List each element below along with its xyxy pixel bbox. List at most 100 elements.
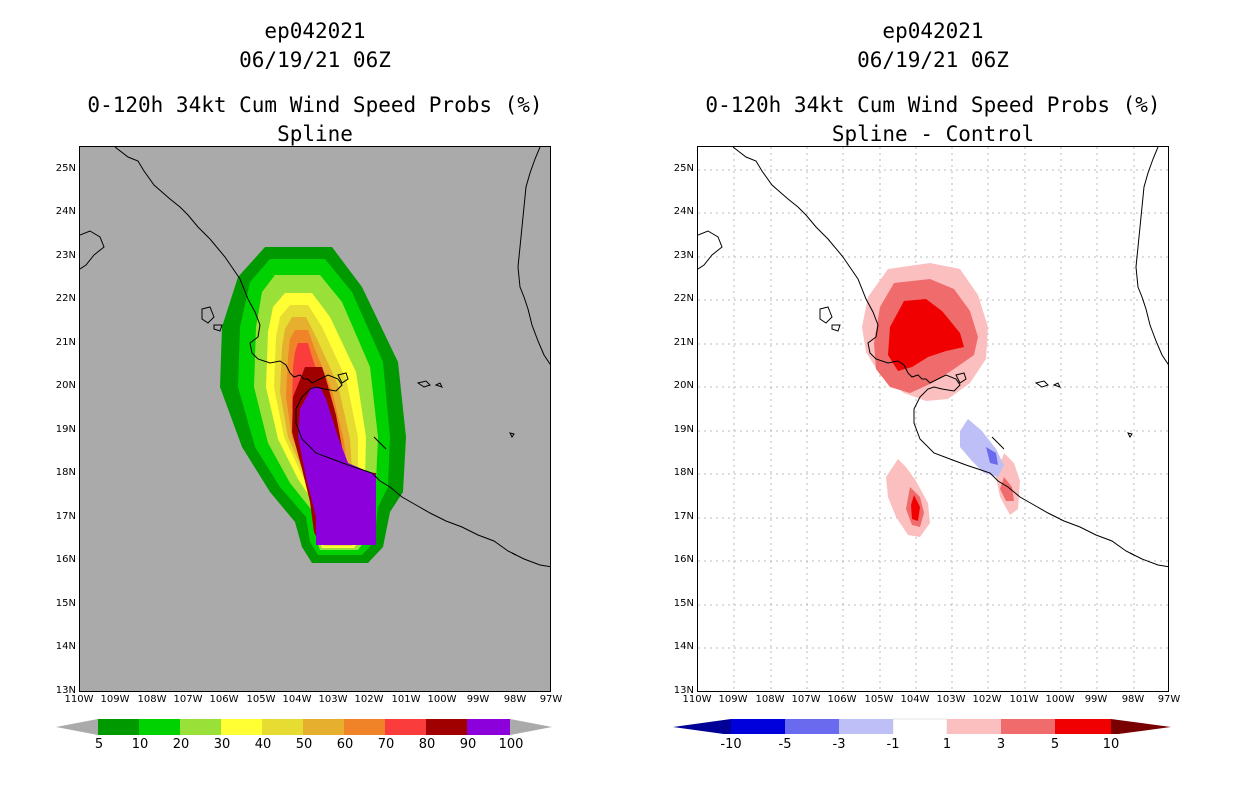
colorbar-label: 10 [1102, 737, 1120, 752]
right-title: ep042021 06/19/21 06Z 0-120h 34kt Cum Wi… [697, 17, 1169, 149]
colorbar-label: 5 [94, 737, 104, 752]
colorbar-label: 1 [942, 737, 952, 752]
left-title-method: Spline [277, 122, 353, 146]
left-colorbar-bin [426, 719, 467, 735]
left-title-storm-id: ep042021 [264, 19, 366, 43]
lon-label: 106W [209, 694, 239, 705]
colorbar-label: 100 [498, 737, 524, 752]
colorbar-label: -10 [720, 737, 742, 752]
left-colorbar-bin [221, 719, 262, 735]
colorbar-label: 60 [336, 737, 354, 752]
lon-label: 104W [900, 694, 930, 705]
lon-label: 97W [1157, 694, 1181, 705]
diff-contour-plus5-north [888, 299, 964, 371]
lon-label: 109W [718, 694, 748, 705]
lon-label: 102W [354, 694, 384, 705]
diff-contour-plus3-east [1000, 477, 1014, 501]
lat-label: 19N [673, 424, 694, 435]
lat-label: 21N [55, 337, 76, 348]
right-title-product: 0-120h 34kt Cum Wind Speed Probs (%) [705, 93, 1161, 117]
right-title-storm-id: ep042021 [882, 19, 984, 43]
right-colorbar-bin [1001, 719, 1055, 734]
lon-label: 100W [427, 694, 457, 705]
left-colorbar-bin [262, 719, 303, 735]
coastline-baja-tip [80, 230, 105, 270]
colorbar-label: 70 [377, 737, 395, 752]
lat-label: 19N [55, 424, 76, 435]
lon-label: 108W [137, 694, 167, 705]
island-tres-marias [819, 306, 841, 332]
left-colorbar-bin [467, 719, 510, 735]
left-colorbar-bin [303, 719, 344, 735]
colorbar-label: -1 [886, 737, 900, 752]
lon-label: 102W [972, 694, 1002, 705]
left-map [79, 146, 551, 692]
lat-label: 18N [673, 467, 694, 478]
lon-label: 104W [282, 694, 312, 705]
right-colorbar [673, 718, 1171, 734]
lon-label: 99W [466, 694, 490, 705]
right-map-canvas [698, 147, 1168, 691]
lat-label: 16N [55, 554, 76, 565]
lat-label: 23N [673, 250, 694, 261]
coastline-gulf [517, 147, 550, 365]
coastline-mexico-pacific [732, 147, 1168, 568]
lon-label: 105W [246, 694, 276, 705]
right-colorbar-bin [785, 719, 839, 734]
lon-label: 97W [539, 694, 563, 705]
colorbar-label: 40 [254, 737, 272, 752]
lon-label: 101W [391, 694, 421, 705]
lat-label: 13N [55, 685, 76, 696]
left-title-product: 0-120h 34kt Cum Wind Speed Probs (%) [87, 93, 543, 117]
left-colorbar-bin [98, 719, 139, 735]
lat-label: 25N [55, 163, 76, 174]
lat-label: 14N [673, 641, 694, 652]
lake-markers [991, 380, 1135, 556]
diff-contour-minus3 [986, 447, 998, 465]
lat-label: 15N [55, 598, 76, 609]
colorbar-label: 5 [1050, 737, 1060, 752]
lon-label: 98W [1121, 694, 1145, 705]
map-grid [698, 147, 1168, 691]
lat-label: 16N [673, 554, 694, 565]
lat-label: 15N [673, 598, 694, 609]
lat-label: 23N [55, 250, 76, 261]
lat-label: 20N [673, 380, 694, 391]
lon-label: 110W [64, 694, 94, 705]
left-colorbar-bin [139, 719, 180, 735]
lat-label: 17N [673, 511, 694, 522]
right-title-method: Spline - Control [831, 122, 1035, 146]
lon-label: 108W [755, 694, 785, 705]
diff-contour-plus5-south [911, 495, 920, 521]
lon-label: 105W [864, 694, 894, 705]
lat-label: 22N [55, 293, 76, 304]
lon-label: 110W [682, 694, 712, 705]
lon-label: 107W [791, 694, 821, 705]
left-colorbar [56, 719, 552, 735]
lon-label: 98W [503, 694, 527, 705]
right-colorbar-bin [731, 719, 785, 734]
lon-label: 107W [173, 694, 203, 705]
right-colorbar-bin [839, 719, 893, 734]
lon-label: 100W [1045, 694, 1075, 705]
colorbar-label: 90 [459, 737, 477, 752]
lat-label: 20N [55, 380, 76, 391]
left-colorbar-arrow-left [56, 719, 98, 735]
lat-label: 21N [673, 337, 694, 348]
colorbar-label: 10 [131, 737, 149, 752]
diff-contour-minus1 [960, 419, 1004, 477]
lon-label: 101W [1009, 694, 1039, 705]
lat-label: 25N [673, 163, 694, 174]
lat-label: 14N [55, 641, 76, 652]
coastline-mexico-pacific [114, 147, 550, 568]
lon-label: 103W [936, 694, 966, 705]
lon-label: 103W [318, 694, 348, 705]
lake-chapala [955, 372, 967, 384]
right-colorbar-arrow-left [673, 719, 731, 734]
coastline-baja-tip [698, 230, 723, 270]
lat-label: 24N [673, 206, 694, 217]
prob-contour-90 [298, 387, 376, 545]
right-map [697, 146, 1169, 692]
lat-label: 17N [55, 511, 76, 522]
colorbar-label: -3 [832, 737, 846, 752]
